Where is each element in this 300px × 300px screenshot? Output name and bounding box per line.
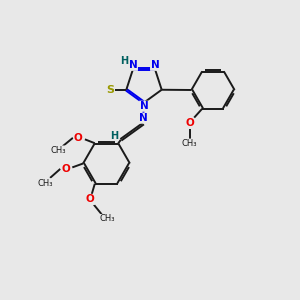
Text: H: H	[121, 56, 129, 66]
Text: N: N	[139, 113, 148, 123]
Text: CH₃: CH₃	[99, 214, 115, 224]
Text: CH₃: CH₃	[38, 179, 53, 188]
Text: O: O	[86, 194, 95, 204]
Text: CH₃: CH₃	[50, 146, 66, 155]
Text: N: N	[151, 60, 159, 70]
Text: O: O	[61, 164, 70, 174]
Text: S: S	[106, 85, 114, 95]
Text: CH₃: CH₃	[182, 139, 197, 148]
Text: O: O	[74, 133, 83, 143]
Text: O: O	[185, 118, 194, 128]
Text: N: N	[129, 60, 137, 70]
Text: H: H	[110, 130, 118, 141]
Text: N: N	[140, 101, 148, 111]
